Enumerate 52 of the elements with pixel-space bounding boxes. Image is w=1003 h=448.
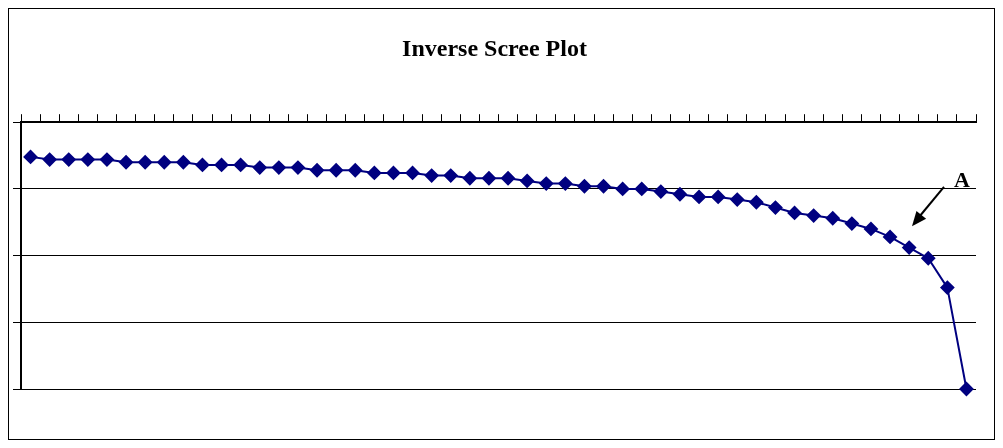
point bbox=[61, 152, 76, 167]
point bbox=[902, 240, 917, 255]
point bbox=[730, 192, 745, 207]
point bbox=[921, 251, 936, 266]
point bbox=[481, 171, 496, 186]
point bbox=[653, 184, 668, 199]
point bbox=[214, 157, 229, 172]
point bbox=[940, 280, 955, 295]
point bbox=[195, 157, 210, 172]
point bbox=[959, 382, 974, 396]
point bbox=[329, 163, 344, 178]
point bbox=[386, 165, 401, 180]
point bbox=[138, 155, 153, 170]
point bbox=[119, 155, 134, 170]
chart-title: Inverse Scree Plot bbox=[402, 34, 587, 61]
point bbox=[806, 208, 821, 223]
point bbox=[634, 181, 649, 196]
point bbox=[692, 189, 707, 204]
point bbox=[883, 229, 898, 244]
point bbox=[577, 179, 592, 194]
point bbox=[672, 187, 687, 202]
point bbox=[825, 211, 840, 226]
point bbox=[443, 168, 458, 183]
point bbox=[23, 149, 38, 164]
point bbox=[424, 168, 439, 183]
point bbox=[462, 171, 477, 186]
point bbox=[711, 189, 726, 204]
point bbox=[405, 165, 420, 180]
point bbox=[310, 163, 325, 178]
point bbox=[615, 181, 630, 196]
point bbox=[157, 155, 172, 170]
point bbox=[348, 163, 363, 178]
point bbox=[252, 160, 267, 175]
point bbox=[80, 152, 95, 167]
point bbox=[176, 155, 191, 170]
point bbox=[501, 171, 516, 186]
annotation: A bbox=[954, 166, 971, 192]
point bbox=[558, 176, 573, 191]
point bbox=[768, 200, 783, 215]
point bbox=[539, 176, 554, 191]
point bbox=[99, 152, 114, 167]
point bbox=[844, 216, 859, 231]
point bbox=[596, 179, 611, 194]
point bbox=[749, 195, 764, 210]
point bbox=[290, 160, 305, 175]
point bbox=[520, 173, 535, 188]
point bbox=[367, 165, 382, 180]
point bbox=[863, 221, 878, 236]
point bbox=[42, 152, 57, 167]
point bbox=[787, 205, 802, 220]
point bbox=[271, 160, 286, 175]
point bbox=[233, 157, 248, 172]
